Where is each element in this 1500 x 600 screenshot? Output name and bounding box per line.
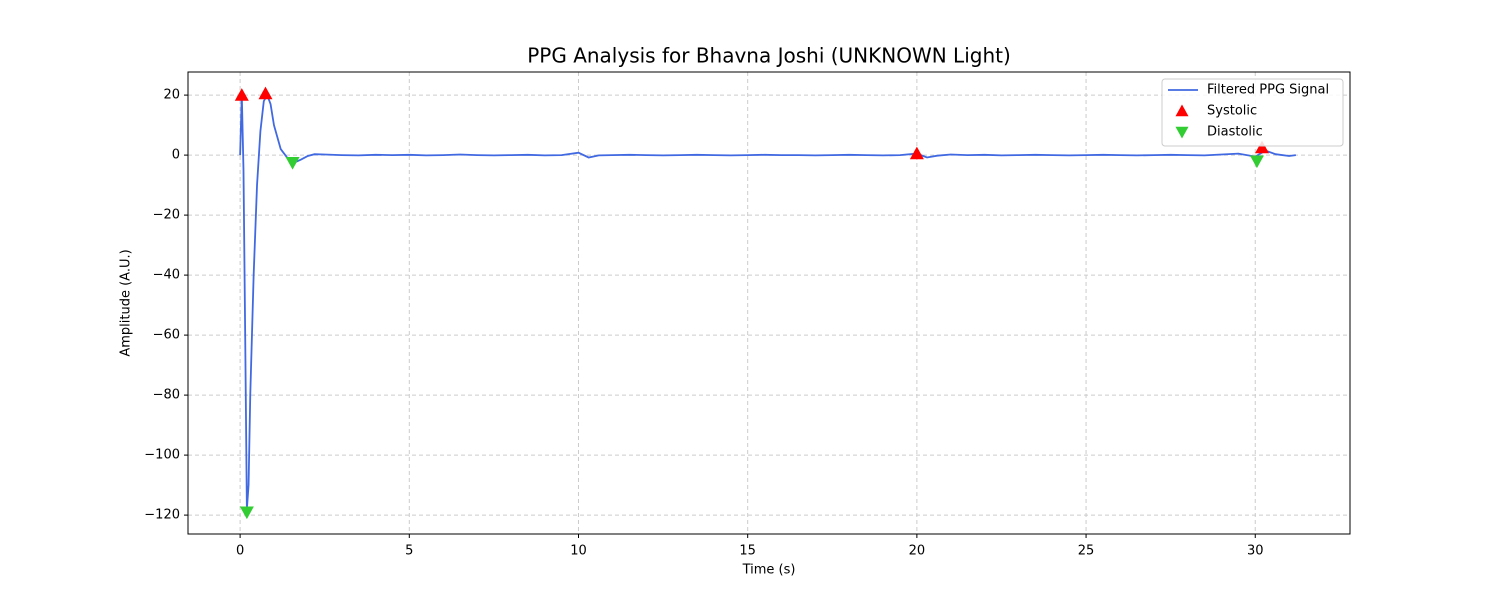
x-tick-label: 10: [570, 544, 587, 559]
peak-marker: [1255, 140, 1270, 154]
peak-marker: [258, 86, 273, 100]
chart-title: PPG Analysis for Bhavna Joshi (UNKNOWN L…: [527, 44, 1011, 68]
x-axis-label: Time (s): [742, 563, 796, 578]
peak-marker: [239, 506, 254, 520]
legend-swatch: [1175, 104, 1189, 117]
legend-swatch: [1175, 126, 1189, 139]
legend-label: Systolic: [1207, 104, 1257, 119]
y-tick-label: −100: [144, 448, 180, 463]
y-tick-label: 0: [172, 148, 180, 163]
legend-label: Filtered PPG Signal: [1207, 83, 1329, 98]
x-tick-label: 30: [1247, 544, 1264, 559]
y-tick-label: −80: [153, 388, 180, 403]
x-tick-label: 20: [909, 544, 926, 559]
legend-label: Diastolic: [1207, 125, 1263, 140]
y-tick-label: −60: [153, 328, 180, 343]
y-axis-label: Amplitude (A.U.): [119, 249, 134, 356]
peak-marker: [285, 157, 300, 170]
x-tick-label: 25: [1078, 544, 1095, 559]
y-tick-label: 20: [163, 88, 180, 103]
signal-line: [239, 92, 1296, 510]
peak-marker: [1249, 155, 1264, 169]
x-tick-label: 5: [405, 544, 413, 559]
x-tick-label: 15: [739, 544, 756, 559]
x-tick-label: 0: [236, 544, 244, 559]
axes-frame: [187, 71, 1351, 535]
legend-box: [1161, 78, 1344, 147]
y-tick-label: −120: [144, 508, 180, 523]
peak-marker: [909, 146, 924, 160]
y-tick-label: −40: [153, 268, 180, 283]
y-tick-label: −20: [153, 208, 180, 223]
peak-marker: [234, 88, 249, 101]
plot-area: [239, 92, 1296, 510]
